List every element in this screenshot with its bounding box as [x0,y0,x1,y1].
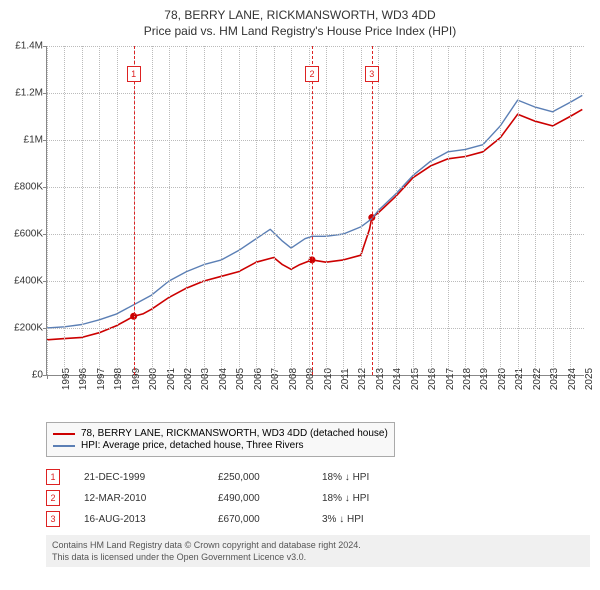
gridline-v [82,46,83,375]
gridline-v [239,46,240,375]
legend-item: HPI: Average price, detached house, Thre… [53,440,388,451]
y-axis-label: £600K [14,229,43,240]
gridline-h [47,234,584,235]
gridline-h [47,281,584,282]
event-date: 12-MAR-2010 [84,493,194,504]
gridline-v [221,46,222,375]
series-line [47,109,582,339]
gridline-v [431,46,432,375]
gridline-v [204,46,205,375]
gridline-v [291,46,292,375]
event-marker-box: 2 [305,66,319,82]
gridline-h [47,187,584,188]
event-number-box: 1 [46,469,60,485]
event-number-box: 3 [46,511,60,527]
legend-swatch [53,445,75,447]
attribution-footer: Contains HM Land Registry data © Crown c… [46,535,590,567]
gridline-h [47,140,584,141]
event-diff: 18% ↓ HPI [322,493,402,504]
gridline-h [47,93,584,94]
y-axis-label: £1M [24,135,43,146]
gridline-v [343,46,344,375]
event-row: 1 21-DEC-1999 £250,000 18% ↓ HPI [46,469,590,485]
gridline-v [361,46,362,375]
gridline-v [326,46,327,375]
gridline-v [448,46,449,375]
gridline-v [570,46,571,375]
footer-line-2: This data is licensed under the Open Gov… [52,551,584,563]
gridline-v [465,46,466,375]
gridline-v [413,46,414,375]
chart-title: 78, BERRY LANE, RICKMANSWORTH, WD3 4DD [10,8,590,22]
gridline-v [117,46,118,375]
gridline-v [152,46,153,375]
events-table: 1 21-DEC-1999 £250,000 18% ↓ HPI 2 12-MAR-201… [46,469,590,527]
gridline-v [518,46,519,375]
y-axis-label: £0 [32,370,43,381]
event-date: 16-AUG-2013 [84,514,194,525]
y-axis-label: £800K [14,182,43,193]
event-date: 21-DEC-1999 [84,472,194,483]
gridline-v [535,46,536,375]
gridline-v [47,46,48,375]
x-axis-label: 2025 [570,368,595,390]
event-price: £490,000 [218,493,298,504]
event-price: £250,000 [218,472,298,483]
event-price: £670,000 [218,514,298,525]
event-number-box: 2 [46,490,60,506]
event-marker-box: 1 [127,66,141,82]
gridline-v [553,46,554,375]
gridline-v [256,46,257,375]
gridline-v [500,46,501,375]
gridline-h [47,328,584,329]
gridline-v [64,46,65,375]
gridline-v [99,46,100,375]
event-diff: 3% ↓ HPI [322,514,402,525]
chart-lines [47,46,584,375]
y-axis-label: £1.2M [15,88,43,99]
event-guideline [372,46,373,375]
gridline-v [483,46,484,375]
y-axis-label: £1.4M [15,41,43,52]
gridline-h [47,46,584,47]
legend-label: 78, BERRY LANE, RICKMANSWORTH, WD3 4DD (… [81,428,388,439]
gridline-v [186,46,187,375]
gridline-v [169,46,170,375]
event-guideline [312,46,313,375]
gridline-v [274,46,275,375]
gridline-v [309,46,310,375]
chart-subtitle: Price paid vs. HM Land Registry's House … [10,24,590,38]
legend-item: 78, BERRY LANE, RICKMANSWORTH, WD3 4DD (… [53,428,388,439]
legend: 78, BERRY LANE, RICKMANSWORTH, WD3 4DD (… [46,422,395,457]
legend-swatch [53,433,75,435]
event-diff: 18% ↓ HPI [322,472,402,483]
series-line [47,95,582,328]
legend-label: HPI: Average price, detached house, Thre… [81,440,304,451]
y-axis-label: £400K [14,276,43,287]
y-axis-label: £200K [14,323,43,334]
event-marker-box: 3 [365,66,379,82]
gridline-v [378,46,379,375]
event-row: 3 16-AUG-2013 £670,000 3% ↓ HPI [46,511,590,527]
gridline-v [396,46,397,375]
footer-line-1: Contains HM Land Registry data © Crown c… [52,539,584,551]
plot-area: £0£200K£400K£600K£800K£1M£1.2M£1.4M19951… [46,46,584,376]
event-row: 2 12-MAR-2010 £490,000 18% ↓ HPI [46,490,590,506]
chart-area: £0£200K£400K£600K£800K£1M£1.2M£1.4M19951… [46,46,584,376]
event-guideline [134,46,135,375]
